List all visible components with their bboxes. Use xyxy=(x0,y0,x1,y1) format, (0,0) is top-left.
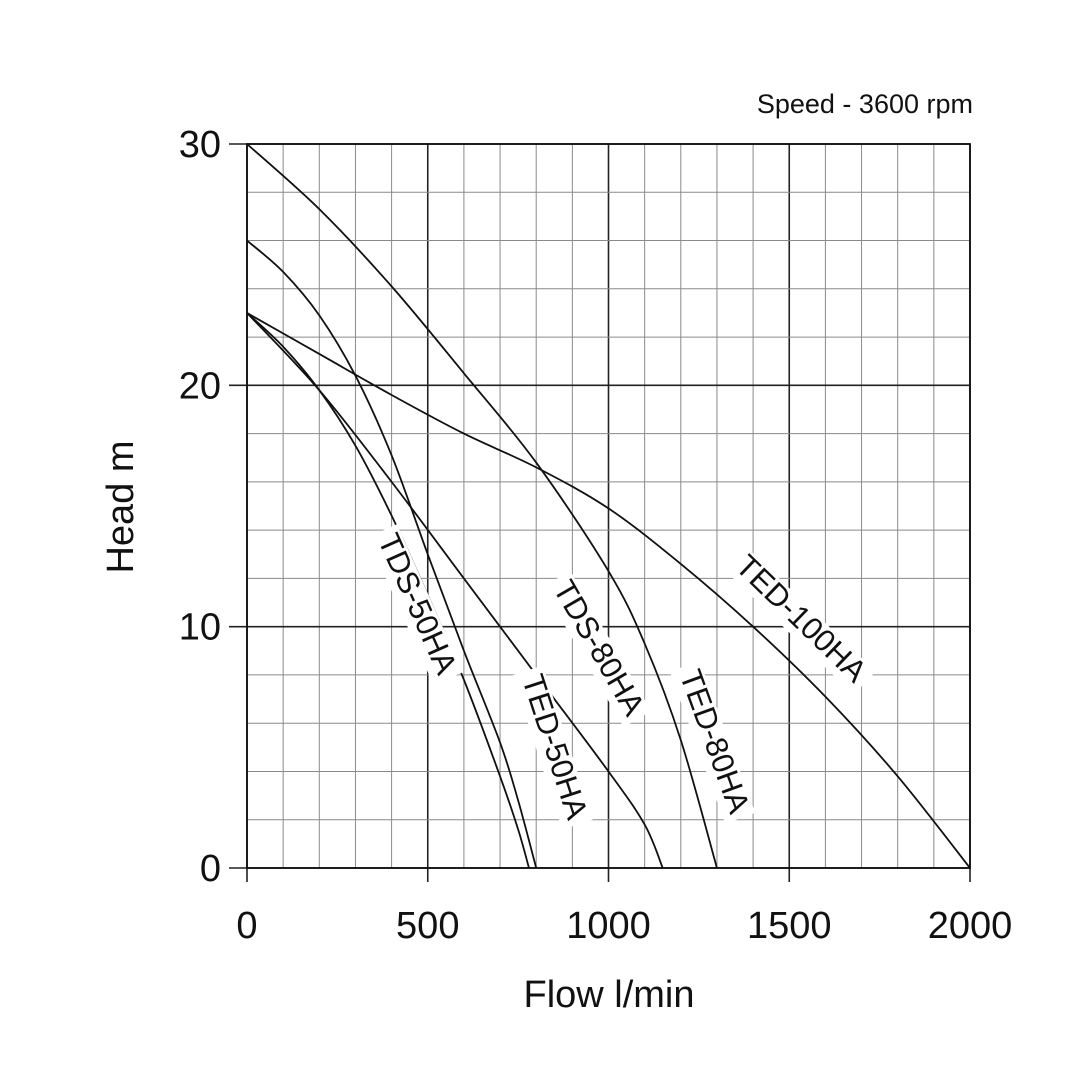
curve-ted-100ha xyxy=(246,312,971,869)
curve-ted-50ha xyxy=(246,239,538,869)
curve-label-background xyxy=(669,660,756,824)
x-tick-label: 500 xyxy=(396,905,459,947)
speed-note: Speed - 3600 rpm xyxy=(757,89,973,119)
tick-labels: 0 500 1000 1500 2000 0 10 20 30 xyxy=(179,124,1013,947)
x-tick-label: 1500 xyxy=(747,905,832,947)
y-tick-label: 30 xyxy=(179,124,221,166)
plot-frame xyxy=(246,143,971,869)
y-tick-label: 0 xyxy=(200,848,221,890)
curve-label-text: TDS-50HA xyxy=(371,528,464,679)
curve-label-ted-50ha: TED-50HA xyxy=(512,665,595,830)
curve-label-text: TED-50HA xyxy=(515,670,595,824)
curve-labels: TDS-50HA TED-50HATDS-80HATED-80HATED-100H… xyxy=(367,524,876,830)
y-tick-label: 20 xyxy=(179,365,221,407)
curve-label-background xyxy=(542,570,652,728)
x-tick-label: 1000 xyxy=(566,905,651,947)
curve-tds-80ha xyxy=(246,312,664,869)
curve-label-background xyxy=(367,524,463,686)
curve-tds-50ha xyxy=(246,312,530,869)
y-axis-title: Head m xyxy=(100,440,142,573)
grid xyxy=(229,143,971,882)
curve-label-ted-80ha: TED-80HA xyxy=(669,660,757,824)
curve-label-tds-50ha: TDS-50HA xyxy=(367,524,464,686)
x-axis-title: Flow l/min xyxy=(523,974,694,1016)
x-tick-label: 2000 xyxy=(928,905,1013,947)
curve-ted-80ha xyxy=(246,143,718,869)
curve-label-background xyxy=(512,665,593,830)
curve-label-text: TDS-80HA xyxy=(546,574,651,722)
curve-label-background xyxy=(723,545,876,695)
y-tick-label: 10 xyxy=(179,607,221,649)
curve-label-text: TED-100HA xyxy=(729,548,874,689)
x-tick-label: 0 xyxy=(236,905,257,947)
